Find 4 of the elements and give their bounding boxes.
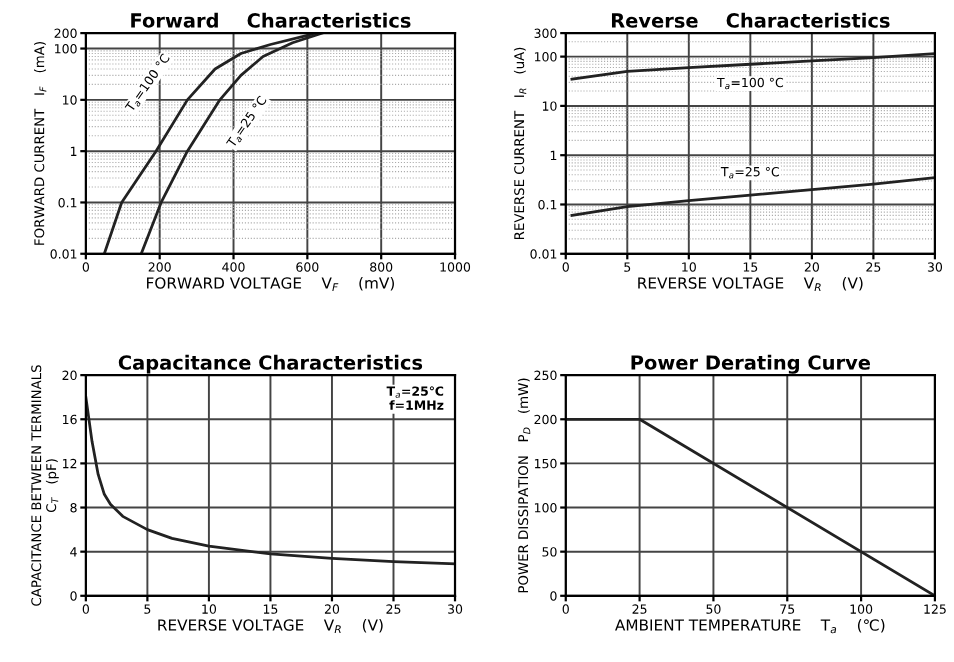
chart-title: Capacitance Characteristics <box>118 354 423 374</box>
chart-title: Reverse Characteristics <box>611 12 890 28</box>
chart-title: Power Derating Curve <box>631 354 871 374</box>
chart-title: Forward Characteristics <box>131 12 411 28</box>
